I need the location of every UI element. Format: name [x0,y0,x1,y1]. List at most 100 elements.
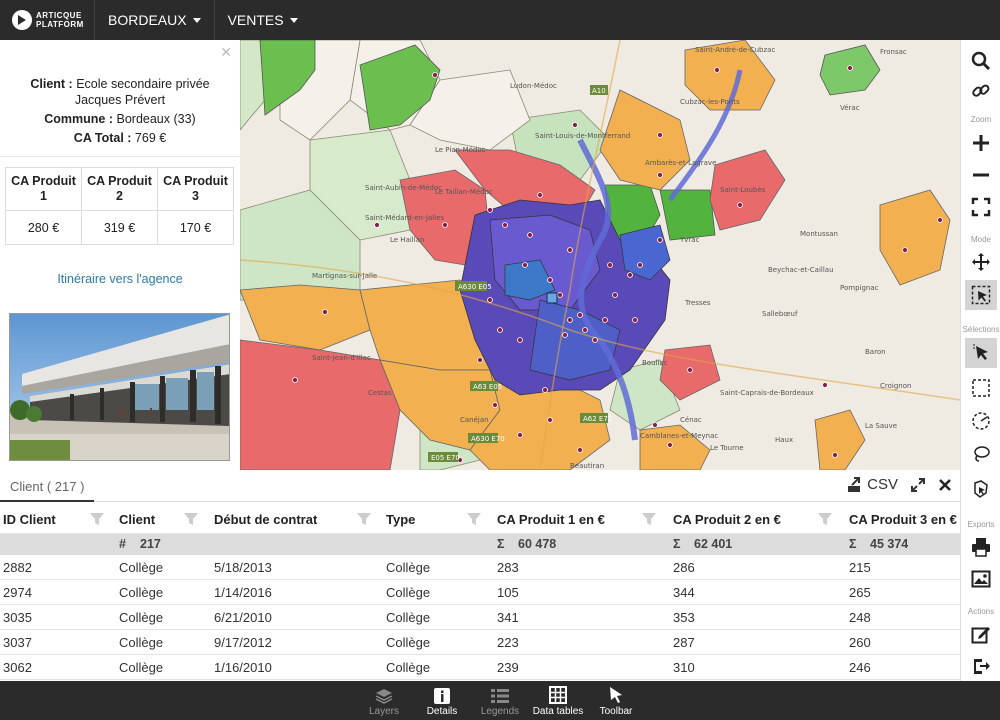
pointer-select-icon [973,344,988,360]
place-name: Le Tourne [710,444,744,452]
column-header[interactable]: ID Client [3,512,56,527]
search-button[interactable] [965,46,997,76]
column-header[interactable]: CA Produit 2 en € [673,512,781,527]
cell-id: 3037 [3,635,32,650]
fullscreen-button[interactable] [965,192,997,222]
section-label-actions: Actions [967,607,995,616]
legends-button[interactable]: Legends [471,681,529,720]
place-name: Cubzac-les-Ponts [680,98,740,106]
cell-date: 9/17/2012 [214,635,272,650]
ca-total-label: CA Total : [73,131,132,145]
map-view[interactable]: A630 E05 A63 E05 A630 E70 A62 E72 E05 E7… [240,40,960,470]
filter-icon[interactable] [357,512,371,526]
place-name: Saint-Aubin-de-Médoc [365,184,442,192]
area-select-button[interactable] [965,474,997,504]
pointer-select-button[interactable] [965,338,997,368]
layers-label: Layers [368,706,399,717]
map-canvas[interactable]: A630 E05 A63 E05 A630 E70 A62 E72 E05 E7… [240,40,960,470]
cell-ca2: 344 [673,585,695,600]
cell-client: Collège [119,560,164,575]
column-header[interactable]: CA Produit 3 en € [849,512,957,527]
cell-id: 2882 [3,560,32,575]
toolbar-button[interactable]: Toolbar [587,681,645,720]
school-photo [9,313,230,461]
sum-value-1: 60 478 [518,537,557,551]
nav-ventes-dropdown[interactable]: VENTES [213,0,311,40]
rectangle-select-button[interactable] [965,373,997,403]
ca-value-3: 170 € [157,210,234,245]
table-row[interactable]: 3037 Collège 9/17/2012 Collège 223 287 2… [0,630,960,655]
road-label: E05 E70 [431,454,460,462]
column-header[interactable]: CA Produit 1 en € [497,512,605,527]
column-header[interactable]: Client [119,512,156,527]
commune-value: Bordeaux (33) [116,112,196,126]
cell-ca2: 287 [673,635,695,650]
radius-select-button[interactable] [965,406,997,436]
column-header[interactable]: Type [386,512,416,527]
filter-icon[interactable] [90,512,104,526]
table-row[interactable]: 2974 Collège 1/14/2016 Collège 105 344 2… [0,580,960,605]
link-button[interactable] [965,76,997,106]
details-label: Details [426,706,458,717]
pan-mode-button[interactable] [965,247,997,277]
zoom-in-button[interactable] [965,128,997,158]
share-button[interactable] [965,651,997,681]
select-mode-button[interactable] [965,280,997,310]
place-name: Yvrac [679,236,700,244]
data-tables-button[interactable]: Data tables [529,681,587,720]
commune-row: Commune : Bordeaux (33) [6,111,234,127]
place-name: Saint-Médard-en-Jalles [365,214,444,222]
client-row: Client : Ecole secondaire privée Jacques… [6,76,234,108]
cell-type: Collège [386,635,431,650]
place-name: Le Pian-Médoc [435,146,486,154]
table-row[interactable]: 2882 Collège 5/18/2013 Collège 283 286 2… [0,555,960,580]
cell-type: Collège [386,585,431,600]
zoom-out-icon [973,173,989,177]
close-icon[interactable] [938,478,952,492]
road-label: A10 [592,87,606,95]
cursor-icon [610,687,622,703]
image-export-button[interactable] [965,564,997,594]
place-name: Pompignac [840,284,879,292]
place-name: Sallebœuf [762,310,798,318]
place-name: Ambarès-et-Lagrave [645,159,716,167]
column-header[interactable]: Début de contrat [214,512,318,527]
toolbar-label: Toolbar [599,706,633,717]
tab-client[interactable]: Client ( 217 ) [0,470,94,502]
count-symbol: # [119,537,126,551]
table-row[interactable]: 3062 Collège 1/16/2010 Collège 239 310 2… [0,655,960,680]
zoom-out-button[interactable] [965,160,997,190]
cell-type: Collège [386,560,431,575]
logo-line-1: ARTICQUE [36,11,82,20]
edit-button[interactable] [965,619,997,649]
print-button[interactable] [965,532,997,562]
nav-bordeaux-dropdown[interactable]: BORDEAUX [94,0,214,40]
cell-id: 2974 [3,585,32,600]
itinerary-link[interactable]: Itinéraire vers l'agence [57,272,183,286]
filter-icon[interactable] [184,512,198,526]
summary-row: # 217 Σ 60 478 Σ 62 401 Σ 45 374 [0,534,960,555]
app-logo[interactable]: ARTICQUE PLATFORM [0,0,94,40]
cell-date: 1/14/2016 [214,585,272,600]
data-tables-label: Data tables [532,706,584,717]
expand-icon[interactable] [910,477,926,493]
close-panel-button[interactable]: ✕ [220,44,232,60]
filter-icon[interactable] [642,512,656,526]
cell-ca1: 341 [497,610,519,625]
section-label-zoom: Zoom [970,115,992,124]
section-label-selections: Sélections [962,325,1000,334]
table-row[interactable]: 3035 Collège 6/21/2010 Collège 341 353 2… [0,605,960,630]
place-name: Beychac-et-Caillau [768,266,834,274]
filter-icon[interactable] [818,512,832,526]
filter-icon[interactable] [467,512,481,526]
layers-button[interactable]: Layers [355,681,413,720]
table-header: ID Client Client Début de contrat Type C… [0,502,960,534]
sum-value-3: 45 374 [870,537,909,551]
cell-client: Collège [119,585,164,600]
details-button[interactable]: Details [413,681,471,720]
cell-type: Collège [386,660,431,675]
nav-label: VENTES [227,12,284,28]
csv-export-button[interactable]: CSV [847,476,898,493]
print-icon [972,538,990,557]
lasso-select-button[interactable] [965,439,997,469]
